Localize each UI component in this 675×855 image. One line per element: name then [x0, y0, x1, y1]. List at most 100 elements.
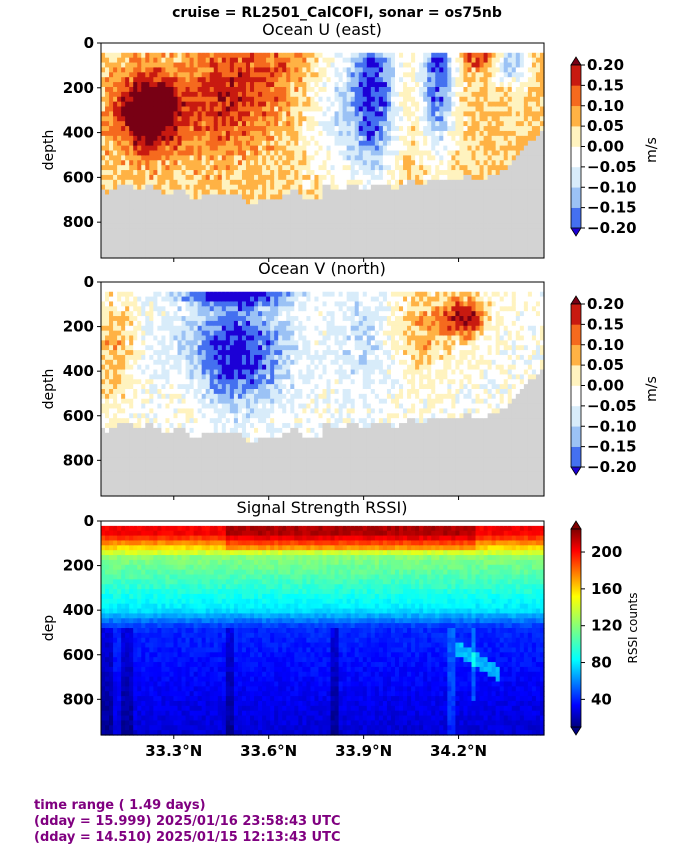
heatmap-cell [294, 67, 299, 73]
heatmap-cell [491, 135, 497, 142]
heatmap-cell [390, 150, 396, 156]
heatmap-cell [117, 82, 122, 88]
heatmap-cell [113, 111, 118, 117]
heatmap-cell [193, 218, 199, 225]
heatmap-cell [221, 233, 227, 240]
heatmap-cell [338, 165, 344, 171]
heatmap-cell [475, 218, 481, 225]
heatmap-cell [109, 101, 114, 108]
heatmap-cell [245, 47, 251, 54]
heatmap-cell [326, 165, 332, 171]
heatmap-cell [527, 77, 533, 83]
heatmap-cell [523, 223, 529, 230]
heatmap-cell [326, 189, 332, 196]
heatmap-cell [415, 77, 420, 83]
heatmap-cell [386, 130, 392, 137]
heatmap-cell [447, 184, 452, 191]
heatmap-cell [274, 233, 279, 240]
heatmap-cell [411, 121, 416, 127]
heatmap-cell [217, 170, 223, 176]
heatmap-cell [121, 77, 126, 83]
heatmap-cell [535, 184, 541, 191]
heatmap-cell [254, 238, 259, 244]
heatmap-cell [350, 243, 356, 249]
heatmap-cell [407, 130, 412, 137]
heatmap-cell [274, 218, 279, 225]
heatmap-cell [254, 77, 259, 83]
heatmap-cell [137, 209, 142, 215]
heatmap-cell [378, 140, 384, 147]
heatmap-cell [149, 150, 154, 156]
heatmap-cell [358, 170, 364, 176]
heatmap-cell [447, 243, 452, 249]
heatmap-cell [145, 96, 150, 103]
heatmap-cell [479, 145, 485, 152]
heatmap-cell [109, 320, 114, 327]
heatmap-cell [173, 155, 179, 161]
heatmap-cell [467, 67, 473, 73]
heatmap-cell [201, 77, 207, 83]
heatmap-cell [314, 82, 320, 88]
heatmap-cell [209, 228, 215, 235]
heatmap-cell [185, 233, 191, 240]
heatmap-cell [205, 189, 211, 196]
heatmap-cell [419, 179, 424, 186]
heatmap-cell [314, 126, 320, 132]
heatmap-cell [431, 82, 436, 88]
heatmap-cell [125, 52, 130, 59]
heatmap-cell [201, 243, 207, 249]
heatmap-cell [483, 77, 489, 83]
heatmap-cell [209, 91, 215, 98]
heatmap-cell [459, 121, 465, 127]
heatmap-cell [507, 57, 513, 64]
heatmap-cell [145, 174, 150, 181]
heatmap-cell [141, 62, 146, 69]
heatmap-cell [169, 72, 175, 78]
heatmap-cell [411, 209, 416, 215]
heatmap-cell [137, 62, 142, 69]
heatmap-cell [133, 106, 138, 113]
heatmap-cell [411, 194, 416, 200]
heatmap-cell [354, 116, 360, 122]
heatmap-cell [213, 121, 219, 127]
heatmap-cell [439, 43, 444, 49]
heatmap-cell [491, 130, 497, 137]
heatmap-cell [527, 160, 533, 166]
heatmap-cell [282, 199, 287, 205]
heatmap-cell [125, 194, 130, 200]
heatmap-cell [326, 72, 332, 78]
heatmap-cell [431, 204, 436, 210]
heatmap-cell [346, 126, 352, 132]
heatmap-cell [266, 130, 271, 137]
heatmap-cell [459, 233, 465, 240]
heatmap-cell [330, 140, 336, 147]
heatmap-cell [403, 218, 408, 225]
heatmap-cell [302, 218, 307, 225]
heatmap-cell [153, 228, 158, 235]
heatmap-cell [483, 243, 489, 249]
heatmap-cell [382, 91, 388, 98]
heatmap-cell [399, 174, 404, 181]
heatmap-cell [346, 116, 352, 122]
heatmap-cell [306, 57, 312, 64]
heatmap-cell [105, 101, 110, 108]
heatmap-cell [161, 47, 167, 54]
heatmap-cell [318, 47, 324, 54]
heatmap-cell [378, 170, 384, 176]
heatmap-cell [483, 67, 489, 73]
heatmap-cell [262, 150, 267, 156]
heatmap-cell [483, 126, 489, 132]
heatmap-cell [407, 184, 412, 191]
heatmap-cell [109, 325, 114, 332]
heatmap-cell [463, 116, 469, 122]
heatmap-cell [499, 111, 505, 117]
heatmap-cell [386, 170, 392, 176]
heatmap-cell [133, 248, 138, 254]
heatmap-cell [270, 233, 275, 240]
heatmap-cell [245, 248, 251, 254]
heatmap-cell [133, 116, 138, 122]
heatmap-cell [213, 43, 219, 49]
heatmap-cell [169, 214, 175, 220]
heatmap-cell [459, 174, 465, 181]
heatmap-cell [435, 82, 440, 88]
